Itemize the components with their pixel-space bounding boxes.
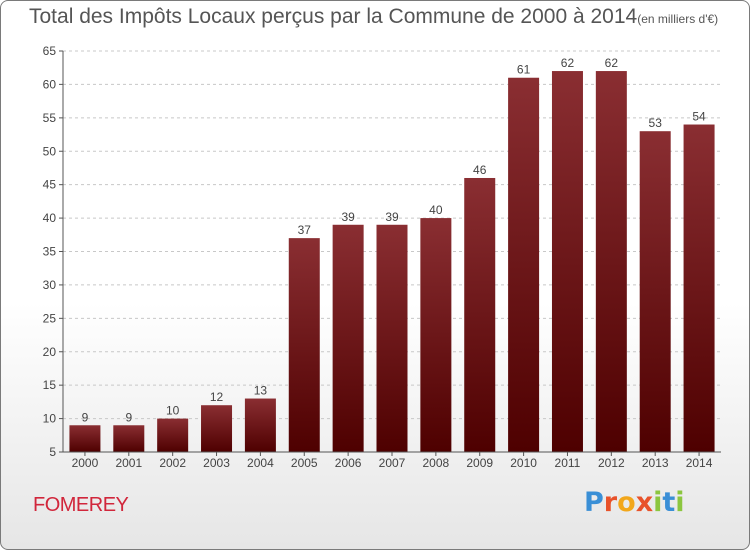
bar	[157, 418, 189, 452]
x-tick-label: 2000	[72, 456, 99, 470]
data-label: 39	[341, 210, 355, 224]
x-tick-label: 2013	[642, 456, 669, 470]
chart-title-text: Total des Impôts Locaux perçus par la Co…	[29, 5, 638, 28]
bar	[551, 71, 583, 453]
x-tick-label: 2006	[335, 456, 362, 470]
logo-letter: P	[584, 487, 604, 518]
data-labels: 9 9 10 12 13 37 39 39 40 46 61 62 62 53 54	[82, 56, 706, 424]
bar	[639, 131, 671, 452]
data-label: 62	[605, 56, 619, 70]
x-tick-label: 2012	[598, 456, 625, 470]
y-tick-label: 25	[43, 311, 57, 325]
y-tick-label: 30	[43, 278, 57, 292]
data-label: 13	[254, 384, 268, 398]
y-tick-label: 15	[43, 378, 57, 392]
logo-letter: o	[617, 487, 636, 518]
bar	[683, 124, 715, 453]
data-label: 61	[517, 63, 531, 77]
bar	[244, 398, 276, 452]
logo-letter: t	[662, 487, 676, 518]
chart-unit: (en milliers d'€)	[637, 12, 719, 26]
logo-letter: r	[603, 487, 618, 518]
x-tick-label: 2008	[423, 456, 450, 470]
y-tick-label: 45	[43, 178, 57, 192]
chart-title: Total des Impôts Locaux perçus par la Co…	[29, 5, 718, 29]
data-label: 53	[649, 116, 663, 130]
data-label: 46	[473, 163, 487, 177]
data-label: 9	[82, 410, 89, 424]
y-tick-label: 10	[43, 412, 57, 426]
y-tick-label: 35	[43, 245, 57, 259]
y-tick-label: 5	[49, 445, 56, 459]
bar	[332, 224, 364, 452]
data-label: 9	[125, 410, 132, 424]
y-tick-label: 20	[43, 345, 57, 359]
y-tick-label: 60	[43, 77, 57, 91]
y-tick-label: 40	[43, 211, 57, 225]
logo-letter: i	[653, 487, 663, 518]
proxiti-logo: Proxiti	[584, 487, 685, 518]
bar	[464, 177, 496, 452]
bar	[201, 405, 233, 452]
bar	[376, 224, 408, 452]
bar	[508, 77, 540, 452]
logo-letter: i	[675, 487, 685, 518]
x-tick-label: 2004	[247, 456, 274, 470]
x-tick-label: 2001	[115, 456, 142, 470]
x-tick-label: 2009	[466, 456, 493, 470]
data-label: 37	[298, 223, 312, 237]
axes: 5 10 15 20 25 30 35 40 45 50 55 60 65 2000 2001 2002 200…	[43, 44, 721, 470]
bar	[420, 218, 452, 452]
bars	[69, 71, 715, 453]
x-tick-label: 2002	[159, 456, 186, 470]
y-tick-label: 65	[43, 44, 57, 58]
bar	[69, 425, 101, 452]
x-tick-label: 2005	[291, 456, 318, 470]
y-tick-label: 55	[43, 111, 57, 125]
commune-name: FOMEREY	[33, 494, 129, 516]
bar	[288, 238, 320, 452]
x-tick-label: 2010	[510, 456, 537, 470]
logo-letter: x	[635, 487, 654, 518]
data-label: 10	[166, 404, 180, 418]
x-tick-label: 2003	[203, 456, 230, 470]
x-tick-label: 2007	[379, 456, 406, 470]
bar	[595, 71, 627, 453]
data-label: 62	[561, 56, 575, 70]
y-tick-label: 50	[43, 144, 57, 158]
data-label: 54	[692, 110, 706, 124]
bar	[113, 425, 145, 452]
data-label: 39	[385, 210, 399, 224]
x-tick-label: 2011	[555, 456, 581, 470]
data-label: 12	[210, 390, 224, 404]
data-label: 40	[429, 203, 443, 217]
x-tick-label: 2014	[686, 456, 713, 470]
